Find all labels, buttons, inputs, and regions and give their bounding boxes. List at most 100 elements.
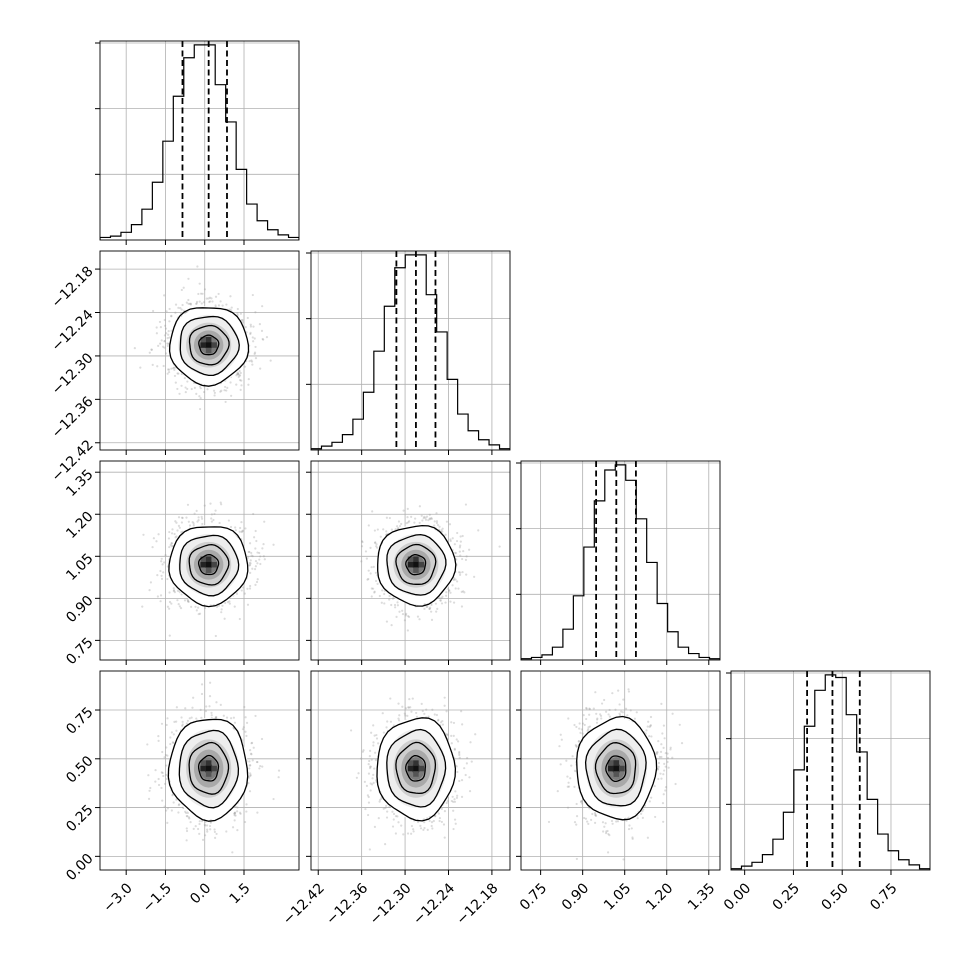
scatter-point [256,562,259,565]
scatter-point [459,540,462,543]
scatter-point [237,373,240,376]
y-tick-label: −12.24 [49,307,97,355]
scatter-point [162,345,165,348]
scatter-point [161,799,164,802]
density-pixel [211,342,217,348]
scatter-point [168,634,171,637]
scatter-point [397,719,401,722]
scatter-point [433,520,436,523]
scatter-point [170,542,173,545]
scatter-point [364,807,367,811]
scatter-point [187,302,190,305]
scatter-point [608,708,611,712]
scatter-point [205,705,208,708]
scatter-point [253,568,257,571]
scatter-panel-2-1 [306,460,511,665]
scatter-point [671,756,674,759]
scatter-point [250,742,253,745]
scatter-point [261,305,264,308]
scatter-point [375,545,378,548]
hist-panel-1 [306,250,511,455]
axes-frame [99,40,300,241]
scatter-point [626,714,629,717]
scatter-point [573,723,576,727]
scatter-point [199,387,202,390]
scatter-point [172,589,175,593]
y-tick-label: 0.90 [63,593,96,626]
density-pixel [418,765,425,772]
scatter-point [181,720,184,723]
scatter-point [458,779,461,783]
contour-level [584,728,647,807]
scatter-point [203,606,207,610]
scatter-point [258,323,261,326]
scatter-point [277,769,281,772]
scatter-point [185,722,188,725]
scatter-point [172,741,175,744]
scatter-point [360,757,363,760]
axes-frame [99,460,300,661]
scatter-point [186,811,190,815]
scatter-point [377,817,380,820]
scatter-point [436,607,439,610]
scatter-point [248,587,252,590]
scatter-point [163,805,166,808]
scatter-point [579,731,582,735]
histogram-line [731,674,930,870]
scatter-point [184,707,187,710]
scatter-point [452,800,455,803]
scatter-point [606,851,610,854]
scatter-point [398,714,401,717]
scatter-point [461,570,464,574]
scatter-point [416,820,420,824]
scatter-point [179,306,182,310]
scatter-point [199,292,203,295]
scatter-point [394,815,398,818]
scatter-point [657,767,660,771]
scatter-point [229,717,233,720]
axes-frame [310,250,511,451]
scatter-point [660,777,663,780]
scatter-point [459,571,462,574]
scatter-point [172,733,175,736]
density-pixel [613,760,620,766]
scatter-point [160,722,164,725]
scatter-point [474,733,477,736]
scatter-point [178,605,182,608]
scatter-point [160,574,163,577]
scatter-point [229,295,232,298]
scatter-point [158,320,162,324]
scatter-point [373,529,376,532]
scatter-point [263,520,266,523]
scatter-point [423,821,426,824]
scatter-point [450,721,453,724]
scatter-point [368,767,372,770]
scatter-point [440,602,444,605]
scatter-point [599,713,602,716]
scatter-point [175,706,178,709]
scatter-panel-1-0 [95,250,300,455]
scatter-point [464,773,467,777]
scatter-point [451,537,454,540]
scatter-point [439,599,442,602]
scatter-point [249,774,252,778]
scatter-point [161,750,164,754]
scatter-point [251,293,254,297]
scatter-point [262,338,265,341]
scatter-point [180,308,183,311]
scatter-point [171,741,174,744]
scatter-point [199,708,202,711]
scatter-point [461,534,464,538]
scatter-point [430,610,433,613]
scatter-point [210,520,214,523]
scatter-point [178,526,181,529]
scatter-point [208,705,211,708]
x-tick-label: 0.75 [517,880,550,913]
scatter-point [404,614,408,617]
scatter-point [247,776,251,779]
scatter-point [164,782,167,785]
scatter-point [628,824,631,827]
scatter-point [360,540,364,543]
contour-level [178,729,240,809]
density-pixel [413,760,419,766]
